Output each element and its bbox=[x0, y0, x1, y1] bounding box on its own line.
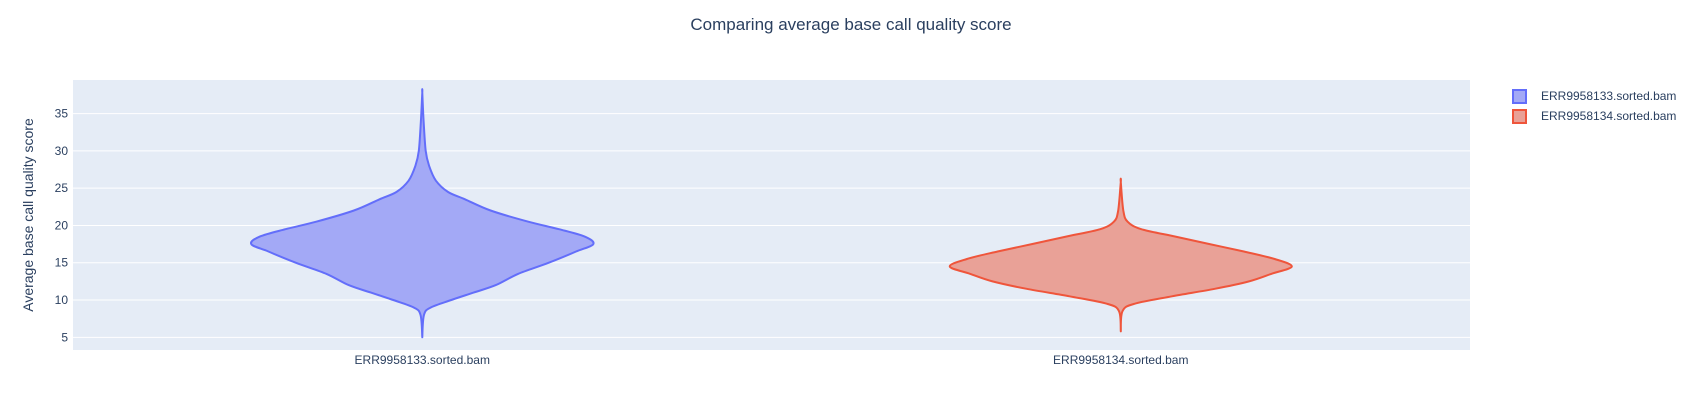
x-tick-label: ERR9958133.sorted.bam bbox=[355, 353, 490, 367]
x-tick-labels: ERR9958133.sorted.bam ERR9958134.sorted.b… bbox=[355, 353, 1189, 367]
y-tick-label: 25 bbox=[55, 181, 69, 195]
plot-background bbox=[73, 80, 1470, 350]
y-tick-labels: 5 10 15 20 25 30 35 bbox=[55, 107, 69, 345]
x-tick-label: ERR9958134.sorted.bam bbox=[1053, 353, 1188, 367]
legend-label: ERR9958133.sorted.bam bbox=[1541, 89, 1677, 103]
y-axis-label: Average base call quality score bbox=[20, 118, 36, 312]
violins bbox=[250, 88, 1293, 339]
y-tick-label: 20 bbox=[55, 218, 69, 232]
y-tick-label: 35 bbox=[55, 107, 69, 121]
chart-title: Comparing average base call quality scor… bbox=[690, 15, 1011, 34]
y-tick-label: 5 bbox=[61, 330, 68, 344]
legend-label: ERR9958134.sorted.bam bbox=[1541, 109, 1677, 123]
legend-swatch bbox=[1512, 108, 1527, 124]
y-tick-label: 15 bbox=[55, 256, 69, 270]
violin-1[interactable] bbox=[250, 88, 595, 339]
y-tick-label: 30 bbox=[55, 144, 69, 158]
legend: ERR9958133.sorted.bam ERR9958134.sorted.… bbox=[1510, 86, 1676, 126]
y-tick-label: 10 bbox=[55, 293, 69, 307]
legend-item[interactable]: ERR9958134.sorted.bam bbox=[1510, 106, 1676, 126]
violin-2[interactable] bbox=[948, 177, 1293, 333]
legend-item[interactable]: ERR9958133.sorted.bam bbox=[1510, 86, 1676, 106]
legend-swatch bbox=[1512, 88, 1527, 104]
